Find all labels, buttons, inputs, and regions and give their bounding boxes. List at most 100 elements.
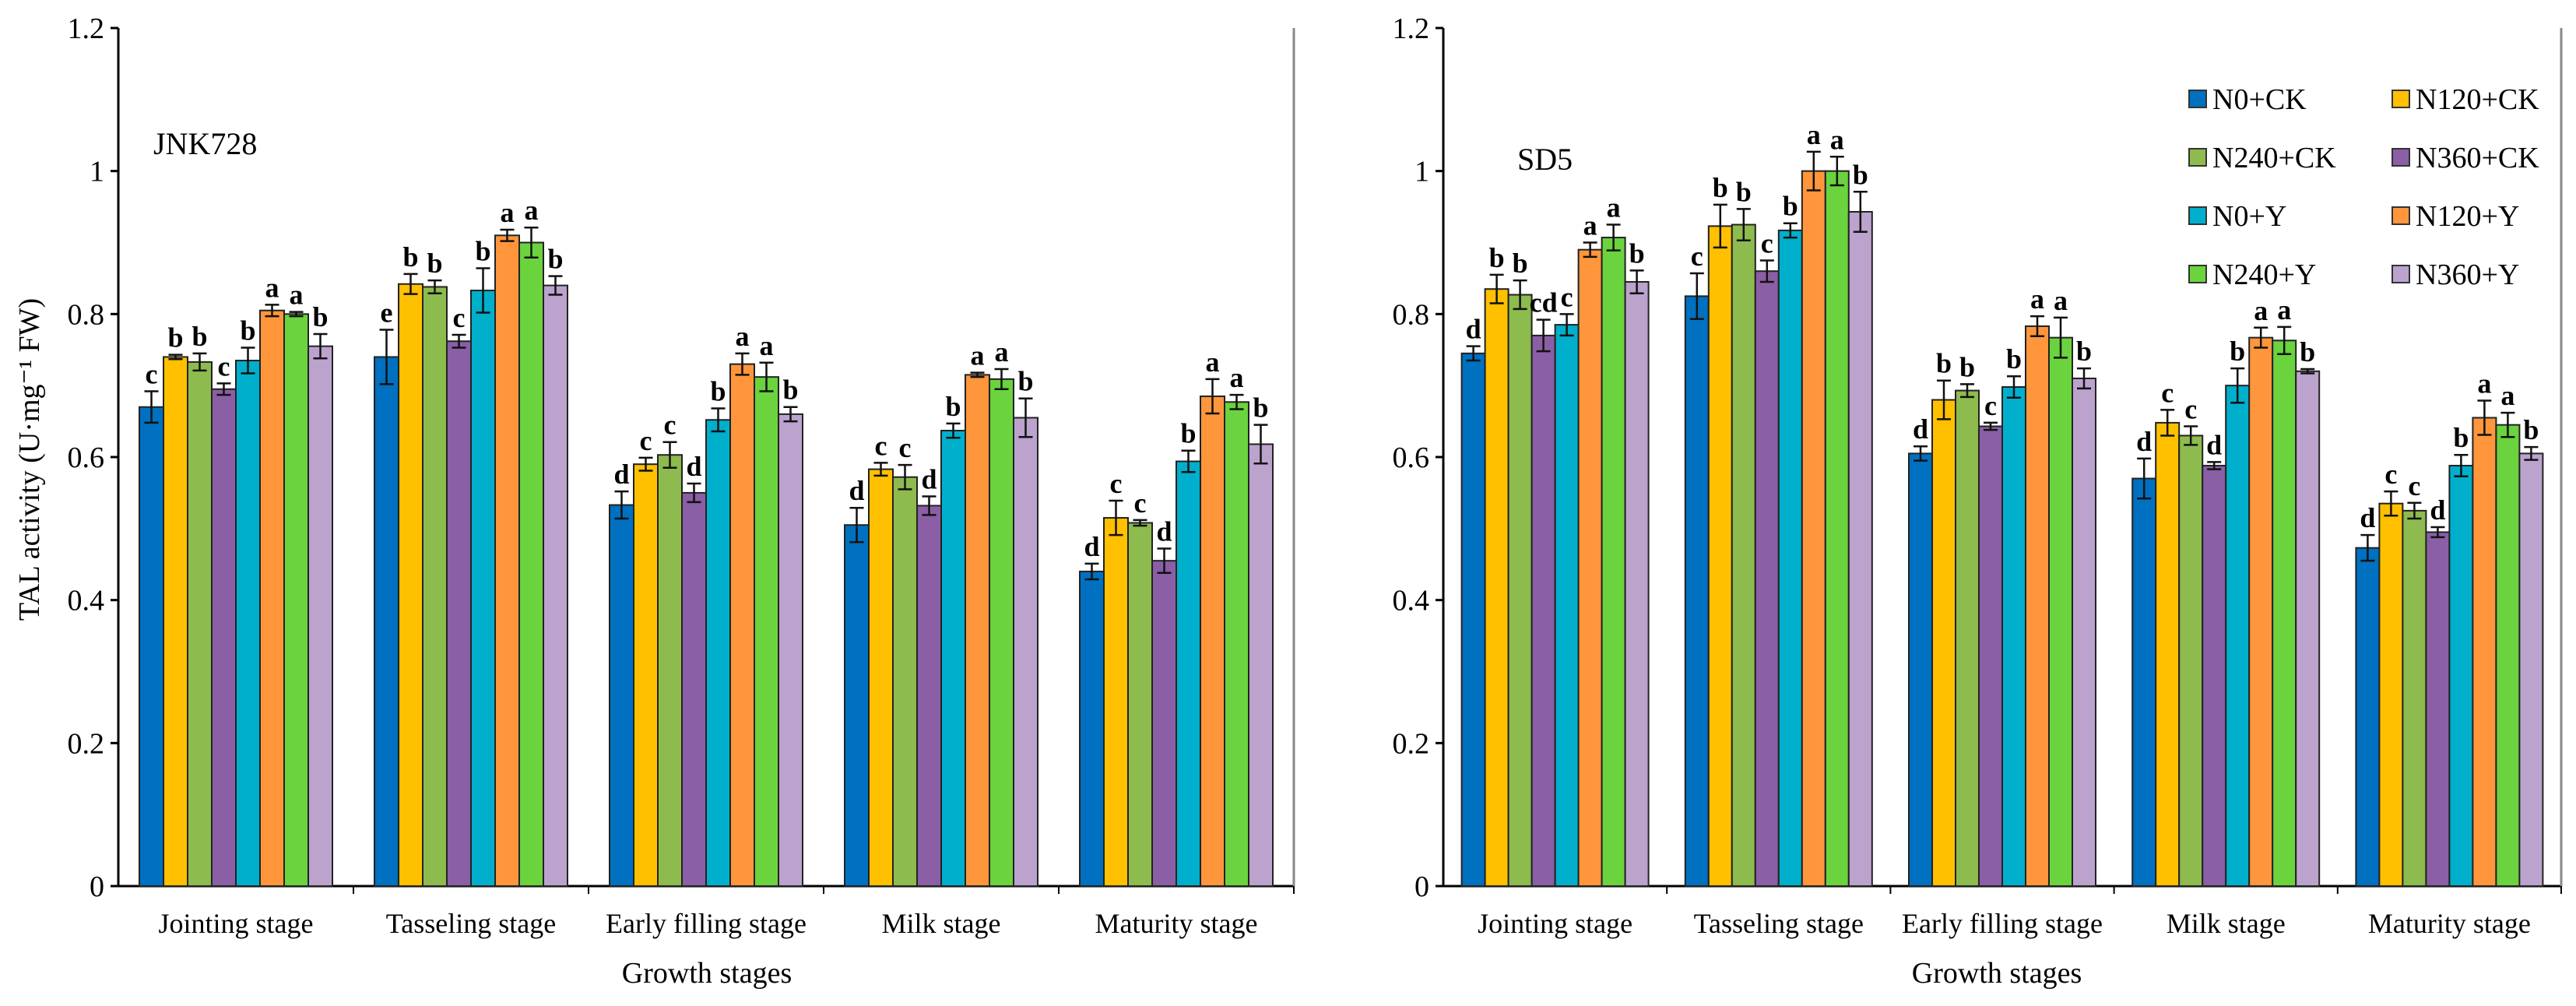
bar-n120-ck — [1931, 399, 1956, 887]
significance-letter: b — [1853, 159, 1868, 190]
bar-n120-ck — [2155, 421, 2181, 887]
significance-letter: c — [1691, 241, 1703, 272]
significance-letter: b — [1629, 237, 1645, 269]
significance-letter: b — [2230, 336, 2245, 367]
significance-letter: a — [525, 195, 539, 226]
bar-n360-y — [2072, 377, 2096, 887]
bar-n360-ck — [1530, 334, 1556, 887]
bar-n120-y — [1801, 170, 1826, 887]
significance-letter: a — [760, 330, 774, 361]
bar-n120-ck — [398, 283, 423, 888]
significance-letter: c — [2161, 377, 2174, 408]
x-tick-label: Jointing stage — [159, 908, 314, 939]
y-tick-label: 0 — [90, 871, 104, 903]
significance-letter: b — [1736, 176, 1752, 207]
y-tick-label: 1.2 — [1393, 12, 1430, 45]
bar-n240-ck — [1731, 223, 1756, 887]
significance-letter: d — [1466, 314, 1481, 345]
significance-letter: b — [312, 301, 328, 332]
x-tick-label: Maturity stage — [1095, 908, 1258, 939]
significance-letter: a — [1607, 192, 1621, 223]
bar-n120-ck — [1103, 517, 1129, 888]
significance-letter: b — [2300, 336, 2315, 368]
bar-n360-y — [1847, 211, 1873, 887]
significance-letter: b — [192, 321, 207, 352]
significance-letter: c — [875, 430, 887, 461]
significance-letter: a — [1583, 210, 1597, 241]
significance-letter: c — [218, 350, 230, 382]
significance-letter: d — [849, 475, 864, 506]
bar-n240-ck — [1127, 522, 1153, 888]
y-tick-label: 1.2 — [68, 12, 105, 45]
significance-letter: c — [2184, 394, 2197, 425]
x-tick-label: Maturity stage — [2368, 908, 2531, 939]
significance-letter: b — [2006, 343, 2022, 375]
significance-letter: c — [1134, 487, 1147, 519]
bar-n0-ck — [609, 504, 634, 887]
bar-n240-y — [518, 241, 544, 887]
panel-title: SD5 — [1517, 142, 1573, 177]
significance-letter: a — [2277, 294, 2291, 325]
legend-label: N360+Y — [2416, 259, 2519, 291]
significance-letter: a — [265, 272, 279, 303]
bar-n360-ck — [1978, 425, 2003, 887]
significance-letter: d — [921, 464, 937, 495]
bar-n360-ck — [681, 491, 707, 888]
bar-n240-y — [1601, 237, 1626, 887]
bar-n240-ck — [1955, 389, 1980, 888]
significance-letter: a — [501, 197, 515, 228]
y-tick-label: 0.8 — [1393, 298, 1430, 331]
bar-n240-y — [2048, 336, 2073, 888]
legend-label: N120+CK — [2416, 83, 2539, 116]
significance-letter: b — [2076, 336, 2092, 367]
panel-title: JNK728 — [153, 126, 257, 161]
bar-n0-ck — [1460, 352, 1486, 887]
bar-n0-ck — [139, 406, 164, 887]
significance-letter: a — [2477, 368, 2491, 399]
significance-letter: a — [1206, 346, 1220, 378]
significance-letter: d — [2206, 429, 2222, 460]
bar-n360-y — [1248, 443, 1274, 887]
significance-letter: b — [1017, 366, 1033, 397]
y-tick-label: 0.8 — [68, 298, 105, 331]
bar-n240-ck — [892, 476, 918, 887]
significance-letter: d — [1913, 413, 1928, 445]
legend-swatch — [2391, 90, 2410, 108]
significance-letter: d — [686, 451, 701, 482]
significance-letter: c — [1561, 281, 1573, 312]
bar-n0-ck — [1908, 452, 1933, 887]
significance-letter: b — [1959, 351, 1975, 382]
bar-n240-y — [283, 313, 309, 888]
bar-n360-y — [778, 413, 803, 887]
significance-letter: a — [290, 280, 304, 311]
significance-letter: c — [664, 410, 677, 441]
y-tick-label: 0.4 — [68, 585, 105, 617]
bar-n240-ck — [2402, 509, 2427, 887]
significance-letter: d — [2360, 502, 2375, 533]
significance-letter: d — [1156, 516, 1172, 547]
bar-n120-y — [1577, 248, 1603, 887]
bar-n120-ck — [633, 463, 659, 887]
bar-n120-ck — [1484, 288, 1509, 888]
bar-n240-y — [1224, 401, 1249, 887]
bar-n240-y — [2272, 339, 2297, 888]
significance-letter: b — [402, 241, 418, 273]
y-tick-label: 1 — [90, 156, 104, 188]
significance-letter: a — [2254, 295, 2268, 326]
x-axis-label-left: Growth stages — [622, 957, 792, 990]
bar-n360-y — [1624, 281, 1650, 887]
bar-n120-y — [2025, 325, 2050, 887]
x-tick-label: Milk stage — [2167, 908, 2286, 939]
bar-n0-ck — [2355, 547, 2381, 888]
legend-swatch — [2188, 148, 2207, 167]
legend-swatch — [2188, 90, 2207, 108]
significance-letter: b — [547, 244, 563, 275]
significance-letter: a — [2030, 283, 2044, 315]
x-tick-label: Early filling stage — [1902, 908, 2103, 939]
x-tick-label: Tasseling stage — [1694, 908, 1864, 939]
legend-label: N240+Y — [2212, 259, 2316, 291]
bar-n240-y — [754, 376, 779, 887]
bar-n360-ck — [2202, 465, 2227, 887]
